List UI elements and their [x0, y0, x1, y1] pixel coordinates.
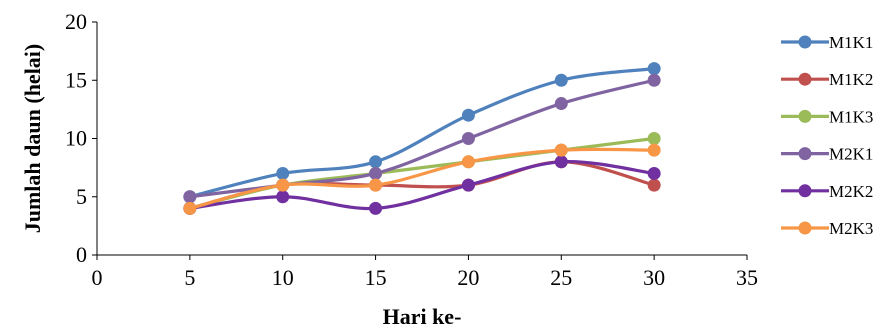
data-point: [461, 108, 475, 122]
x-tick-label: 15: [365, 265, 387, 290]
x-tick-label: 35: [736, 265, 758, 290]
data-point: [276, 190, 290, 204]
legend-marker: [798, 221, 812, 235]
data-point: [183, 190, 197, 204]
data-point: [276, 178, 290, 192]
x-axis-title: Hari ke-: [383, 304, 462, 329]
y-tick-label: 10: [65, 126, 87, 151]
y-tick-label: 5: [76, 184, 87, 209]
legend-label: M2K3: [829, 219, 873, 238]
y-axis-title: Jumlah daun (helai): [20, 44, 45, 234]
data-point: [554, 73, 568, 87]
legend-item-m2k1: M2K1: [781, 145, 873, 164]
legend-label: M1K1: [829, 33, 873, 52]
legend-label: M1K3: [829, 107, 873, 126]
data-point: [554, 143, 568, 157]
data-point: [276, 166, 290, 180]
data-point: [647, 62, 661, 76]
legend-item-m1k3: M1K3: [781, 107, 873, 126]
ticks: 0 5 10 15 20 0 5 10 15 20 25 30 35: [65, 9, 758, 290]
y-tick-label: 20: [65, 9, 87, 34]
legend-item-m1k2: M1K2: [781, 70, 873, 89]
series-line: [188, 147, 656, 210]
legend-label: M1K2: [829, 70, 873, 89]
legend-label: M2K2: [829, 182, 873, 201]
legend: M1K1 M1K2 M1K3 M2K1 M2K2 M2K3: [781, 33, 873, 238]
data-point: [369, 178, 383, 192]
legend-marker: [798, 147, 812, 161]
data-point: [183, 201, 197, 215]
x-tick-label: 10: [272, 265, 294, 290]
series-line: [188, 160, 656, 211]
legend-item-m2k2: M2K2: [781, 182, 873, 201]
data-point: [554, 155, 568, 169]
series-m2k3: [183, 143, 661, 215]
y-tick-label: 15: [65, 67, 87, 92]
data-point: [647, 132, 661, 145]
data-point: [647, 143, 661, 157]
data-point: [554, 97, 568, 111]
legend-marker: [798, 35, 812, 49]
legend-marker: [798, 109, 812, 123]
legend-marker: [798, 72, 812, 86]
legend-item-m1k1: M1K1: [781, 33, 873, 52]
legend-marker: [798, 184, 812, 198]
data-point: [647, 73, 661, 87]
series-m1k1: [183, 62, 661, 204]
x-tick-label: 25: [550, 265, 572, 290]
legend-label: M2K1: [829, 145, 873, 164]
data-point: [461, 155, 475, 169]
series-line: [188, 67, 656, 199]
x-tick-label: 5: [184, 265, 195, 290]
data-point: [647, 178, 661, 192]
data-point: [461, 178, 475, 192]
legend-item-m2k3: M2K3: [781, 219, 873, 238]
x-tick-label: 0: [92, 265, 103, 290]
data-point: [369, 155, 383, 169]
data-point: [647, 166, 661, 180]
y-tick-label: 0: [76, 242, 87, 267]
x-tick-label: 20: [457, 265, 479, 290]
x-tick-label: 30: [643, 265, 665, 290]
series-m2k1: [183, 73, 661, 204]
data-point: [369, 166, 383, 180]
data-point: [461, 132, 475, 145]
series-lines: [183, 62, 661, 215]
data-point: [369, 201, 383, 215]
